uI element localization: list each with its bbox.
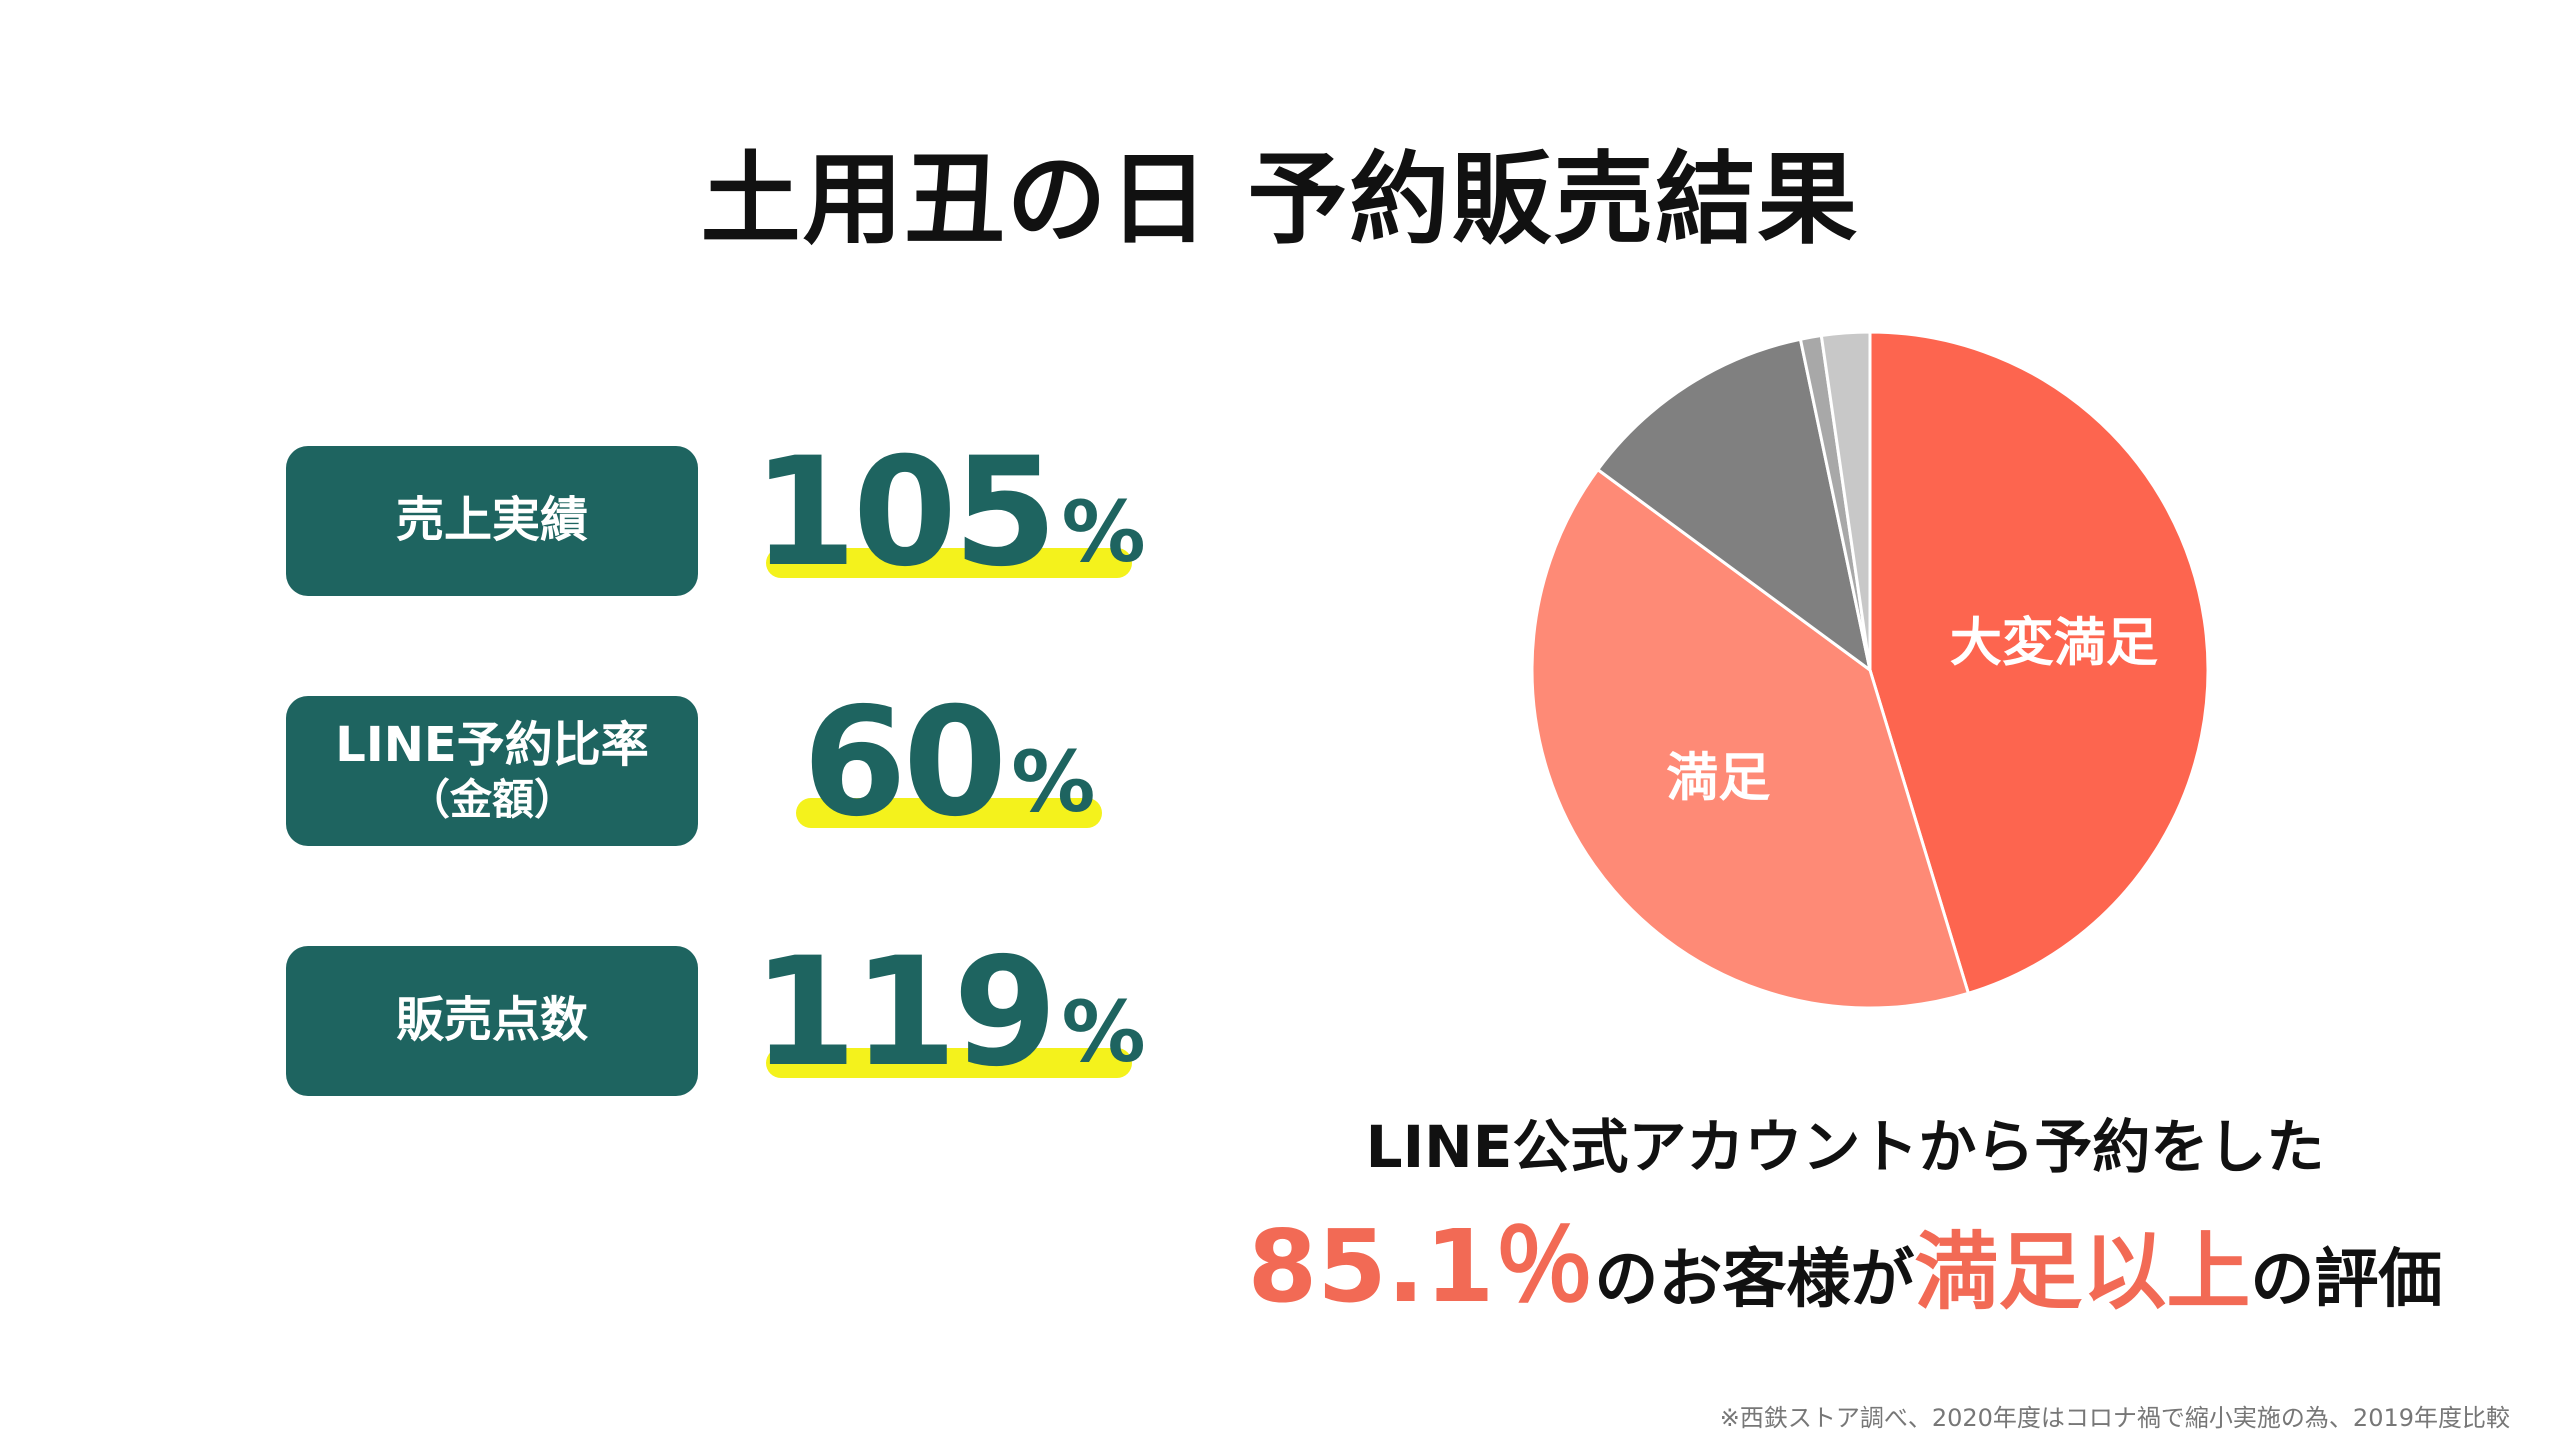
pie-slice xyxy=(1868,330,2210,996)
kpi-label-text: LINE予約比率 xyxy=(335,717,649,773)
page-title: 土用丑の日 予約販売結果 xyxy=(700,141,1860,258)
pie-slice-label: 大変満足 xyxy=(1950,614,2158,674)
kpi-value-sales: 105 % xyxy=(752,418,1145,588)
caption-emphasis: 満足以上 xyxy=(1914,1223,2251,1321)
footnote: ※西鉄ストア調べ、2020年度はコロナ禍で縮小実施の為、2019年度比較 xyxy=(1719,1404,2510,1432)
kpi-label-line-ratio: LINE予約比率 （金額） xyxy=(286,696,698,846)
caption-end: の評価 xyxy=(2250,1243,2443,1317)
pie-slice xyxy=(1595,337,1873,674)
caption-line-1: LINE公式アカウントから予約をした xyxy=(1365,1113,2325,1181)
kpi-label-subtext: （金額） xyxy=(407,774,576,824)
kpi-label-units-sold: 販売点数 xyxy=(286,946,698,1096)
kpi-value-unit: % xyxy=(1011,733,1096,831)
kpi-value-units-sold: 119 % xyxy=(752,918,1145,1088)
kpi-value-line-ratio: 60 % xyxy=(796,668,1102,838)
kpi-value-unit: % xyxy=(1061,483,1146,581)
kpi-value-number: 105 xyxy=(752,426,1057,600)
pie-slice xyxy=(1819,330,1872,671)
pie-slices xyxy=(1530,330,2210,1010)
pie-slice-label: 満足 xyxy=(1666,748,1770,808)
kpi-value-unit: % xyxy=(1061,983,1146,1081)
value-highlight xyxy=(766,548,1132,578)
kpi-label-sales: 売上実績 xyxy=(286,446,698,596)
pie-slice xyxy=(1530,467,1971,1010)
kpi-label-text: 販売点数 xyxy=(395,992,588,1049)
kpi-value-number: 119 xyxy=(752,926,1057,1100)
kpi-value-number: 60 xyxy=(802,676,1008,850)
value-highlight xyxy=(796,798,1102,828)
value-highlight xyxy=(766,1048,1132,1078)
kpi-label-text: 売上実績 xyxy=(395,492,588,549)
caption-line-2: 85.1％のお客様が満足以上の評価 xyxy=(1200,1185,2490,1330)
caption-middle: のお客様が xyxy=(1594,1243,1915,1317)
caption-percent: 85.1％ xyxy=(1247,1208,1595,1325)
